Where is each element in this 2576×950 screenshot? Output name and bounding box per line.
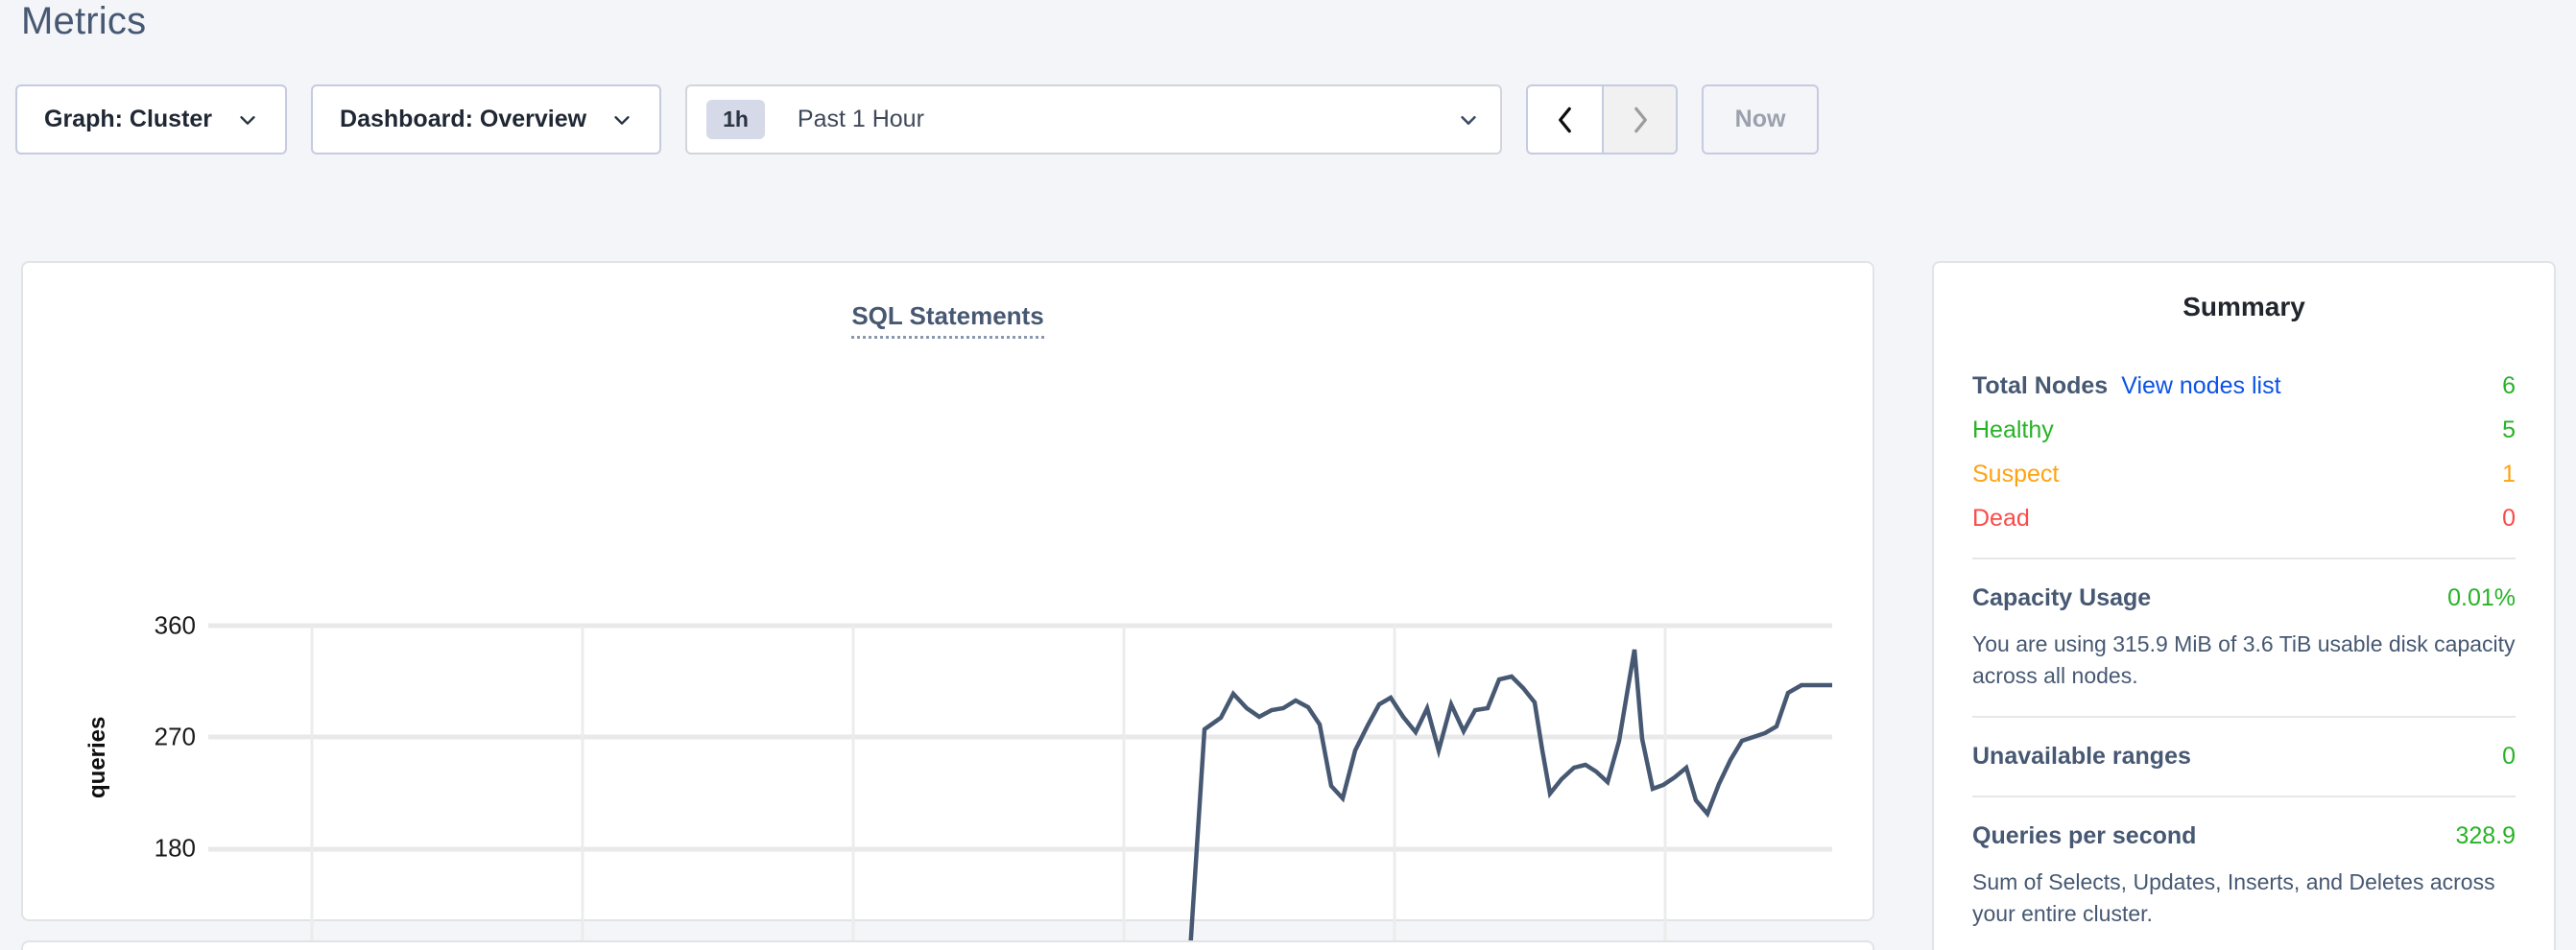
y-tick: 270 [154,722,196,751]
suspect-nodes-row: Suspect 1 [1972,461,2516,488]
chart-title[interactable]: SQL Statements [851,301,1044,339]
total-nodes-row: Total Nodes View nodes list 6 [1972,372,2516,400]
dead-nodes-row: Dead 0 [1972,505,2516,533]
chevron-down-icon [611,109,632,131]
sql-statements-chart-card: SQL Statements queries 360 270 180 90 0 [21,261,1874,950]
unavailable-ranges-row: Unavailable ranges 0 [1972,743,2516,771]
healthy-nodes-row: Healthy 5 [1972,416,2516,444]
series-line-selects [1187,649,1832,950]
dashboard-select[interactable]: Dashboard: Overview [311,84,662,154]
summary-card: Summary Total Nodes View nodes list 6 He… [1932,261,2556,950]
dashboard-select-label: Dashboard: Overview [340,106,587,132]
y-axis-ticks: 360 270 180 90 0 [71,263,196,950]
queries-per-second-value: 328.9 [2455,822,2516,850]
summary-divider [1972,558,2516,559]
suspect-label: Suspect [1972,461,2060,487]
chart-plot-area [208,623,1832,950]
capacity-usage-label: Capacity Usage [1972,584,2152,611]
page-title: Metrics [21,0,147,42]
view-nodes-list-link[interactable]: View nodes list [2121,372,2281,399]
capacity-usage-value: 0.01% [2447,584,2516,611]
queries-per-second-row: Queries per second 328.9 [1972,822,2516,850]
total-nodes-label: Total Nodes [1972,372,2109,399]
chevron-down-icon [1458,109,1479,131]
time-range-badge: 1h [706,100,765,139]
y-tick: 360 [154,610,196,640]
chart-title-wrap: SQL Statements [23,301,1872,339]
graph-select-label: Graph: Cluster [44,106,213,132]
unavailable-ranges-value: 0 [2502,743,2516,771]
grid-vertical [310,626,1667,950]
capacity-usage-description: You are using 315.9 MiB of 3.6 TiB usabl… [1972,631,2516,688]
queries-per-second-label: Queries per second [1972,822,2197,850]
chevron-down-icon [237,109,258,131]
chevron-right-icon [1628,104,1653,136]
time-range-picker[interactable]: 1h Past 1 Hour [685,84,1503,154]
chevron-left-icon [1553,104,1578,136]
time-next-button [1602,86,1677,153]
dead-value: 0 [2502,505,2516,532]
healthy-label: Healthy [1972,416,2054,443]
capacity-usage-row: Capacity Usage 0.01% [1972,584,2516,612]
healthy-value: 5 [2502,416,2516,443]
queries-per-second-description: Sum of Selects, Updates, Inserts, and De… [1972,869,2495,926]
next-chart-card [21,940,1874,950]
total-nodes-value: 6 [2502,372,2516,399]
summary-heading: Summary [2182,292,2305,321]
metrics-toolbar: Graph: Cluster Dashboard: Overview 1h Pa… [15,84,1820,154]
grid-horizontal [208,623,1832,852]
unavailable-ranges-label: Unavailable ranges [1972,743,2191,771]
time-nav-group [1526,84,1679,154]
now-button[interactable]: Now [1702,84,1820,154]
summary-divider [1972,796,2516,798]
graph-select[interactable]: Graph: Cluster [15,84,288,154]
time-range-label: Past 1 Hour [797,106,924,132]
y-tick: 180 [154,833,196,863]
dead-label: Dead [1972,505,2030,532]
suspect-value: 1 [2502,461,2516,487]
time-prev-button[interactable] [1528,86,1603,153]
summary-divider [1972,716,2516,719]
summary-inner: Summary Total Nodes View nodes list 6 He… [1934,263,2554,930]
